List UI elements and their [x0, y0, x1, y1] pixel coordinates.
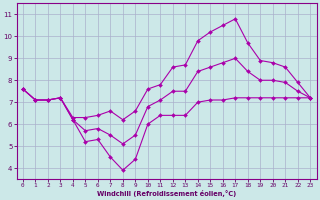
X-axis label: Windchill (Refroidissement éolien,°C): Windchill (Refroidissement éolien,°C): [97, 190, 236, 197]
